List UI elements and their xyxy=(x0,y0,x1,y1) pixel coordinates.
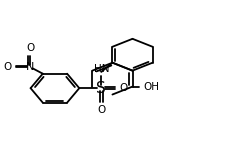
Text: O: O xyxy=(120,83,128,93)
Text: O: O xyxy=(97,105,105,115)
Text: O: O xyxy=(3,62,12,72)
Text: OH: OH xyxy=(143,82,159,92)
Text: N: N xyxy=(26,62,34,72)
Text: S: S xyxy=(97,81,106,96)
Text: HN: HN xyxy=(93,64,109,74)
Text: O: O xyxy=(26,43,34,53)
